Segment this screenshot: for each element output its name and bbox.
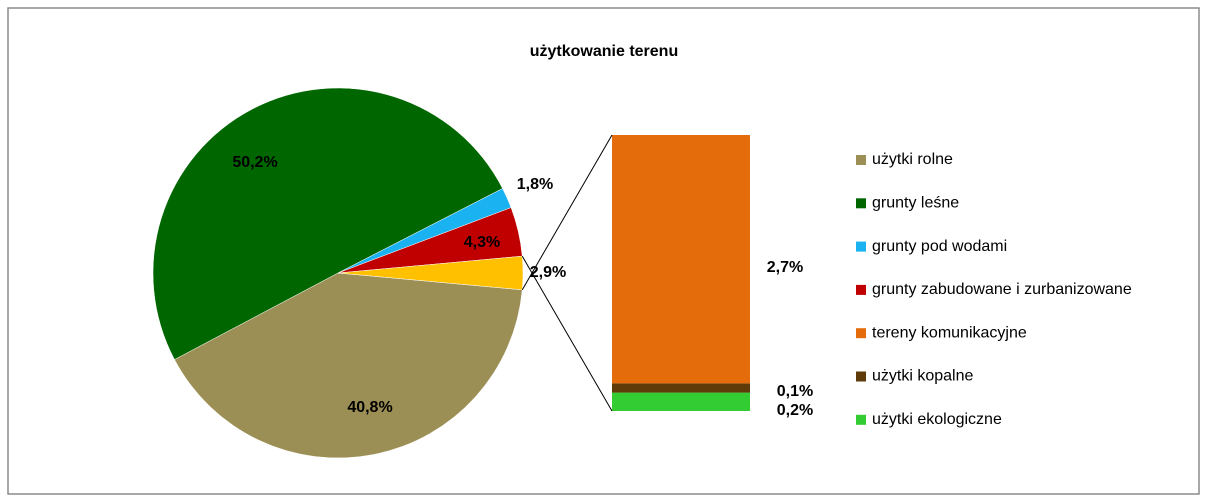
- legend-label: grunty zabudowane i zurbanizowane: [872, 281, 1132, 298]
- legend-label: grunty leśne: [872, 195, 959, 212]
- legend-swatch: [856, 284, 866, 295]
- data-label: 2,9%: [530, 264, 566, 281]
- legend-swatch: [856, 241, 866, 252]
- data-label: 0,1%: [777, 383, 813, 400]
- legend-label: tereny komunikacyjne: [872, 324, 1027, 341]
- connector-line: [521, 255, 613, 412]
- data-label: 50,2%: [232, 154, 277, 171]
- legend-swatch: [856, 328, 866, 339]
- data-label: 4,3%: [464, 234, 500, 251]
- legend-swatch: [856, 414, 866, 425]
- legend-swatch: [856, 155, 866, 165]
- legend-label: użytki kopalne: [872, 368, 973, 385]
- pie-slice: [152, 87, 503, 360]
- data-label: 40,8%: [347, 399, 392, 416]
- data-label: 0,2%: [777, 402, 813, 419]
- bar-segment: [612, 392, 750, 411]
- legend-label: użytki rolne: [872, 151, 953, 168]
- pie-slice: [174, 272, 523, 459]
- connector-line: [521, 134, 613, 291]
- legend-label: grunty pod wodami: [872, 238, 1007, 255]
- bar-segment: [612, 383, 750, 393]
- legend-swatch: [856, 198, 866, 209]
- legend-swatch: [856, 371, 866, 382]
- data-label: 2,7%: [767, 259, 803, 276]
- chart-title: użytkowanie terenu: [530, 43, 678, 60]
- legend-label: użytki ekologiczne: [872, 411, 1002, 428]
- bar-segment: [612, 135, 750, 384]
- data-label: 1,8%: [517, 176, 553, 193]
